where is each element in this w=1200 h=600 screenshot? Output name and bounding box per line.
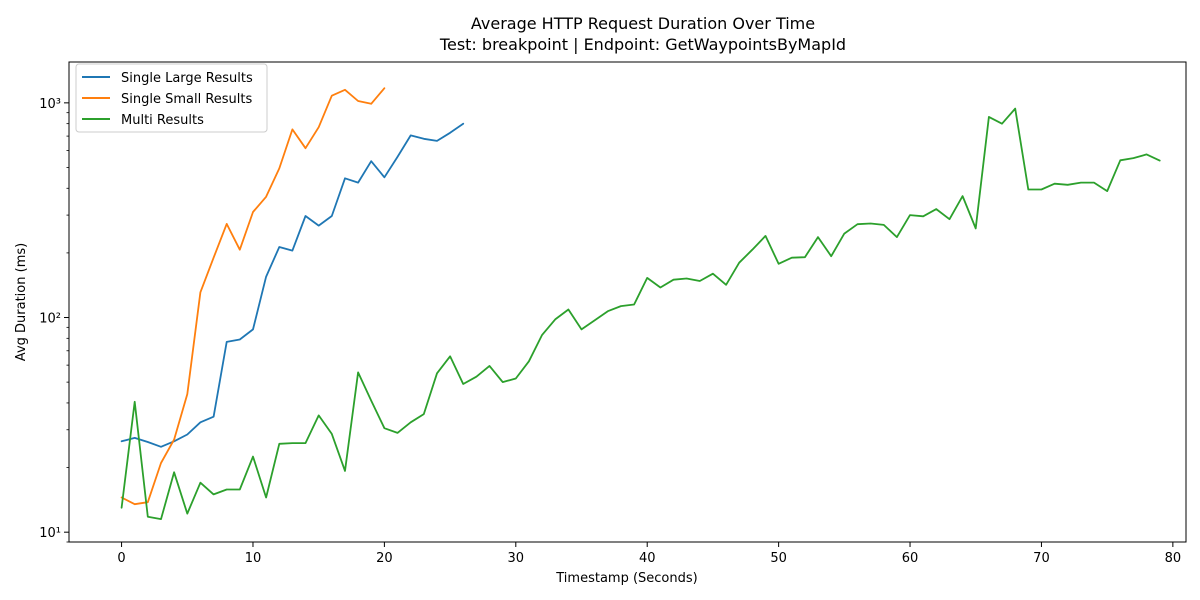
series-layer	[120, 87, 1161, 520]
y-tick-label: 10²	[39, 312, 61, 327]
y-tick-label: 10¹	[39, 526, 61, 541]
series-line-1	[120, 87, 386, 506]
y-axis-label: Avg Duration (ms)	[14, 243, 29, 361]
x-tick-label: 10	[245, 551, 262, 566]
x-tick-label: 0	[117, 551, 125, 566]
x-tick-label: 20	[376, 551, 393, 566]
legend: Single Large Results Single Small Results…	[75, 63, 268, 133]
x-axis: 0 10 20 30 40 50 60 70 80	[117, 542, 1181, 566]
x-tick-label: 80	[1165, 551, 1182, 566]
x-tick-label: 40	[639, 551, 656, 566]
series-line-2	[120, 107, 1161, 520]
legend-box	[75, 63, 268, 133]
x-tick-label: 60	[902, 551, 919, 566]
x-axis-label: Timestamp (Seconds)	[555, 571, 697, 586]
legend-label-2: Multi Results	[121, 113, 204, 128]
x-tick-label: 50	[770, 551, 787, 566]
chart-title: Average HTTP Request Duration Over Time	[471, 14, 815, 33]
y-tick-label: 10³	[39, 97, 61, 112]
y-axis: 10¹ 10² 10³	[39, 97, 69, 543]
series-line-0	[120, 122, 465, 448]
legend-label-1: Single Small Results	[121, 92, 253, 107]
legend-label-0: Single Large Results	[121, 71, 253, 86]
chart-subtitle: Test: breakpoint | Endpoint: GetWaypoint…	[439, 35, 846, 54]
x-tick-label: 30	[508, 551, 525, 566]
plot-frame	[68, 61, 1187, 543]
x-tick-label: 70	[1033, 551, 1050, 566]
